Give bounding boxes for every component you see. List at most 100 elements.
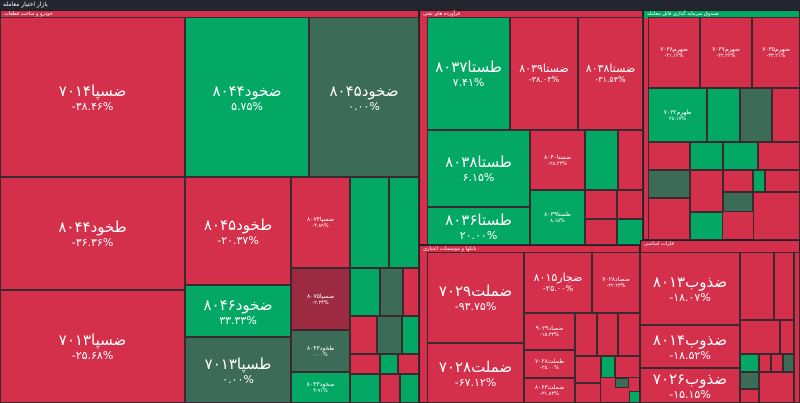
treemap-tile[interactable]: ضهرم۷۰۳۸ -۴۱.۱۲%: [648, 17, 700, 88]
treemap-tile[interactable]: ضستا۸۰۳۸ -۳۱.۵۴%: [578, 17, 643, 130]
sector-header: خودرو و ساخت قطعات: [1, 11, 418, 18]
treemap-tile[interactable]: ضسپا۸۰۷۵ -۲.۲۳%: [291, 268, 350, 330]
treemap-tile[interactable]: [772, 88, 800, 142]
treemap-tile[interactable]: [648, 198, 690, 240]
tile-symbol: ضخود۸۰۴۳: [306, 381, 335, 388]
tile-symbol: ضستا۸۰۴۰: [544, 153, 571, 161]
treemap-tile[interactable]: [771, 354, 783, 372]
treemap-tile[interactable]: [740, 389, 759, 403]
treemap-tile[interactable]: [740, 88, 772, 142]
tile-symbol: ضصاد۷۰۲۸: [602, 276, 630, 283]
treemap-tile[interactable]: [618, 130, 643, 190]
tile-symbol: طستا۸۰۳۸: [445, 153, 512, 171]
treemap-tile[interactable]: [774, 252, 794, 320]
treemap-tile[interactable]: [707, 88, 740, 142]
treemap-tile[interactable]: [648, 142, 690, 170]
treemap-tile[interactable]: [597, 313, 618, 356]
treemap-tile[interactable]: [575, 356, 601, 383]
treemap-tile[interactable]: [690, 142, 723, 170]
treemap-tile[interactable]: طستا۸۰۳۸ ۶.۱۵%: [427, 130, 530, 207]
treemap-tile[interactable]: ضذوب۸۰۱۳ -۱۸.۰۷%: [640, 252, 740, 325]
treemap-tile[interactable]: ضذوب۷۰۲۶ -۱۵.۱۵%: [640, 368, 740, 403]
treemap-tile[interactable]: [617, 190, 643, 219]
treemap-tile[interactable]: [403, 268, 419, 316]
treemap-tile[interactable]: [648, 170, 690, 198]
treemap-tile[interactable]: ضسپا۸۰۷۴ -۴.۸۹%: [291, 177, 350, 268]
treemap-tile[interactable]: [389, 177, 419, 268]
treemap-tile[interactable]: [585, 219, 617, 245]
treemap-tile[interactable]: ضملت۷۰۲۹ -۹۳.۷۵%: [427, 252, 524, 343]
treemap-tile[interactable]: ضستا۸۰۴۰ -۲۸.۲۳%: [530, 130, 585, 190]
treemap-tile[interactable]: [380, 354, 398, 374]
treemap-tile[interactable]: [615, 378, 629, 388]
treemap-tile[interactable]: ضخود۸۰۴۴ ۵.۷۵%: [185, 17, 309, 177]
treemap-tile[interactable]: [759, 372, 794, 403]
treemap-tile[interactable]: [400, 374, 419, 403]
treemap-tile[interactable]: ضهرم۷۰۳۵ -۳۳.۲۱%: [752, 17, 800, 88]
tile-change: -۲۸.۲۳%: [548, 160, 567, 167]
treemap-tile[interactable]: ضسپا۷۰۱۳ -۲۵.۶۸%: [0, 290, 185, 403]
treemap-tile[interactable]: [398, 354, 419, 374]
treemap-tile[interactable]: ضخود۸۰۴۵ ۰.۰۰%: [309, 17, 419, 177]
treemap-tile[interactable]: [740, 252, 774, 320]
treemap-tile[interactable]: [615, 356, 640, 378]
treemap-tile[interactable]: [350, 177, 389, 268]
treemap-tile[interactable]: [780, 320, 794, 354]
treemap-tile[interactable]: [794, 252, 800, 403]
treemap-tile[interactable]: [601, 356, 615, 378]
treemap-tile[interactable]: [575, 313, 597, 356]
treemap-tile[interactable]: [380, 268, 403, 316]
treemap-tile[interactable]: طهرم۷۰۳۲ ۲۸.۱۷%: [648, 88, 707, 142]
treemap-tile[interactable]: [690, 212, 723, 240]
treemap-tile[interactable]: [585, 130, 618, 190]
treemap-tile[interactable]: [759, 354, 771, 372]
treemap-tile[interactable]: ضسپا۷۰۱۴ -۳۸.۴۶%: [0, 17, 185, 177]
treemap-tile[interactable]: [350, 268, 380, 316]
treemap-tile[interactable]: ضصاد۷۰۲۸ -۲۲.۲۳%: [592, 252, 640, 313]
treemap-tile[interactable]: طستا۸۰۳۷ ۷.۴۱%: [427, 17, 510, 130]
treemap-tile[interactable]: [723, 192, 753, 212]
sector-header: فلزات اساسی: [641, 241, 799, 248]
treemap-tile[interactable]: ضصاد۹۰۲۹ -۱۵.۳۳%: [524, 313, 575, 350]
treemap-tile[interactable]: طخود۸۰۴۳ ۰.۰۰%: [291, 330, 350, 372]
treemap-tile[interactable]: ضملت۸۰۶۳ -۳۱.۸۳%: [524, 378, 575, 403]
treemap-tile[interactable]: [380, 374, 400, 403]
treemap-tile[interactable]: [377, 316, 402, 354]
treemap-tile[interactable]: ضستا۸۰۳۹ -۳۸.۰۳%: [510, 17, 578, 130]
treemap-tile[interactable]: [753, 192, 800, 240]
treemap-tile[interactable]: [765, 170, 800, 192]
tile-symbol: ضذوب۸۰۱۴: [652, 331, 728, 349]
treemap-tile[interactable]: ضهرم۷۰۳۷ -۴۲.۲۲%: [700, 17, 752, 88]
treemap-tile[interactable]: [402, 316, 419, 354]
treemap-tile[interactable]: طسپا۷۰۱۳ ۰.۰۰%: [185, 337, 291, 403]
treemap-tile[interactable]: طخود۸۰۴۴ -۳۶.۳۶%: [0, 177, 185, 290]
treemap-tile[interactable]: [575, 383, 601, 403]
treemap-tile[interactable]: [723, 170, 753, 192]
tile-change: -۱۵.۱۵%: [669, 388, 711, 401]
treemap-tile[interactable]: [350, 374, 380, 403]
treemap-tile[interactable]: [740, 320, 780, 354]
treemap-tile[interactable]: [690, 170, 723, 212]
treemap-tile[interactable]: ضجار۸۰۱۵ -۲۵.۰۰%: [524, 252, 592, 313]
treemap-tile[interactable]: [740, 372, 759, 389]
treemap-tile[interactable]: [783, 354, 794, 372]
treemap-tile[interactable]: ضملت۷۰۲۸ -۶۷.۱۲%: [427, 343, 524, 403]
treemap-tile[interactable]: [629, 391, 640, 403]
treemap-tile[interactable]: [350, 354, 380, 374]
treemap-tile[interactable]: ضذوب۸۰۱۴ -۱۸.۵۲%: [640, 325, 740, 368]
treemap-tile[interactable]: [585, 190, 617, 219]
treemap-tile[interactable]: طستا۸۰۳۶ ۲۰.۰۰%: [427, 207, 530, 245]
treemap-tile[interactable]: طخود۸۰۴۵ -۲۰.۳۷%: [185, 177, 291, 285]
treemap-tile[interactable]: [617, 219, 643, 245]
treemap-tile[interactable]: طستا۸۰۳۹ ۸.۱۵%: [530, 190, 585, 245]
treemap-tile[interactable]: [618, 313, 640, 356]
treemap-tile[interactable]: [740, 354, 759, 372]
treemap-tile[interactable]: ضخود۸۰۴۶ ۳۳.۳۳%: [185, 285, 291, 337]
tile-symbol: ضستا۸۰۳۹: [519, 62, 569, 75]
treemap-tile[interactable]: [758, 142, 800, 170]
treemap-tile[interactable]: [753, 170, 765, 192]
treemap-tile[interactable]: [350, 316, 377, 354]
treemap-tile[interactable]: طملت۷۰۲۸ -۲۵.۰۰%: [524, 350, 575, 378]
treemap-tile[interactable]: ضخود۸۰۴۳ ۳.۹۱%: [291, 372, 350, 403]
treemap-tile[interactable]: [723, 142, 758, 170]
